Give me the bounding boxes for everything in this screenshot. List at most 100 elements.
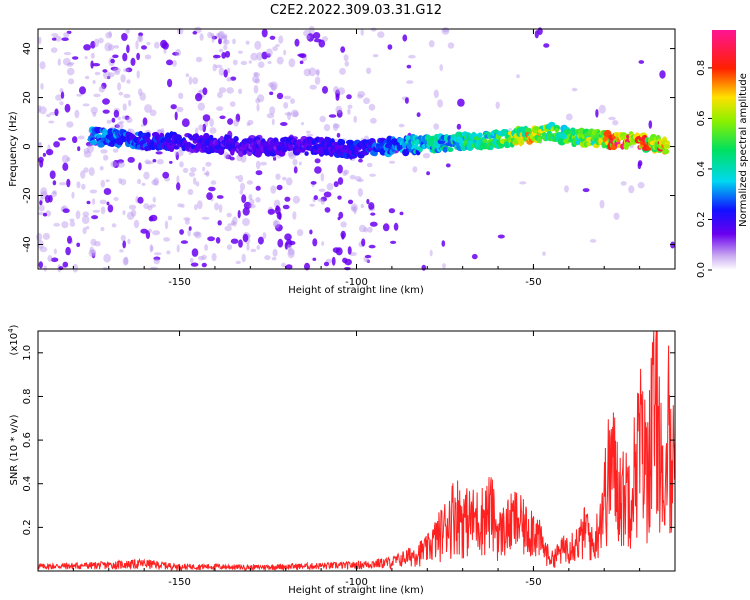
spectrogram-ridge-blob [304,151,309,157]
spectrogram-noise-blob [275,44,280,47]
spectrogram-noise-blob [90,238,97,246]
spectrogram-noise-blob [246,180,254,185]
spectrogram-noise-blob [98,37,104,44]
spectrogram-noise-blob [39,246,48,253]
spectrogram-noise-blob [457,98,465,107]
spectrogram-noise-blob [113,67,121,73]
spectrogram-noise-blob [156,159,164,165]
spectrogram-noise-blob [100,149,108,154]
spectrogram-noise-blob [223,69,228,78]
spectrogram-noise-blob [177,150,184,157]
spectrogram-noise-blob [62,261,69,268]
y-tick-label: 20 [22,91,33,104]
spectrogram-noise-blob [439,64,444,72]
snr-y-axis-label: SNR (10 * v/v) [9,414,20,485]
spectrogram-noise-blob [188,76,193,85]
spectrogram-noise-blob [66,121,74,128]
y-tick-label: -20 [22,187,33,203]
spectrogram-noise-blob [249,198,255,205]
spectrogram-noise-blob [135,40,139,50]
spectrogram-noise-blob [143,171,150,180]
spectrogram-noise-blob [275,224,283,232]
spectrogram-noise-blob [160,128,165,134]
spectrogram-noise-blob [52,180,57,186]
spectrogram-noise-blob [130,209,137,217]
spectrogram-noise-blob [319,115,326,123]
spectrogram-noise-blob [143,203,150,210]
spectrogram-noise-blob [39,160,44,168]
spectrogram-noise-blob [357,188,363,197]
spectrogram-noise-blob [206,192,213,201]
spectrogram-noise-blob [61,221,69,229]
spectrogram-noise-blob [288,248,295,256]
spectrogram-noise-blob [224,35,228,44]
spectrogram-noise-blob [138,32,144,37]
spectrogram-noise-blob [366,259,370,264]
spectrogram-noise-blob [320,199,325,205]
spectrogram-noise-blob [98,85,105,93]
spectrogram-noise-blob [456,123,462,130]
spectrogram-noise-blob [312,32,321,39]
spectrogram-noise-blob [202,87,208,96]
spectrogram-noise-blob [176,244,180,253]
spectrogram-noise-blob [253,72,258,77]
spectrogram-noise-blob [194,231,202,239]
spectrogram-noise-blob [45,148,54,156]
spectrogram-noise-blob [122,115,126,120]
spectrogram-noise-blob [111,117,116,123]
spectrogram-noise-blob [182,167,189,173]
spectrogram-noise-blob [149,109,157,117]
spectrogram-noise-blob [314,166,322,174]
spectrogram-x-axis-label: Height of straight line (km) [288,285,424,296]
spectrogram-noise-blob [128,99,132,107]
spectrogram-noise-blob [118,177,122,184]
spectrogram-noise-blob [124,115,130,121]
spectrogram-noise-blob [174,151,178,156]
spectrogram-noise-blob [122,240,126,249]
spectrogram-ridge-blob [217,147,225,155]
spectrogram-noise-blob [256,52,263,61]
spectrogram-noise-blob [333,181,339,188]
spectrogram-noise-blob [398,123,405,128]
spectrogram-noise-blob [445,163,451,168]
spectrogram-noise-blob [235,113,241,123]
spectrogram-noise-blob [213,54,221,59]
spectrogram-marks [36,25,675,273]
spectrogram-noise-blob [122,257,129,266]
spectrogram-noise-blob [281,176,287,181]
spectrogram-noise-blob [83,151,92,158]
colorbar-tick-label: 0.2 [696,212,707,228]
spectrogram-noise-blob [294,38,300,47]
spectrogram-noise-blob [176,175,180,184]
colorbar-ticks: 0.0 0.2 0.4 0.6 0.8 [696,60,712,278]
spectrogram-noise-blob [497,234,505,239]
spectrogram-noise-blob [242,233,249,243]
spectrogram-noise-blob [142,117,148,126]
spectrogram-noise-blob [323,261,330,267]
spectrogram-noise-blob [72,263,79,273]
spectrogram-noise-blob [187,229,191,237]
spectrogram-noise-blob [120,234,126,242]
spectrogram-noise-blob [72,56,79,60]
spectrogram-noise-blob [153,258,160,265]
spectrogram-noise-blob [94,71,101,76]
spectrogram-noise-blob [122,103,127,111]
spectrogram-noise-blob [248,60,252,64]
spectrogram-noise-blob [106,75,111,80]
spectrogram-noise-blob [300,122,305,126]
spectrogram-noise-blob [179,161,184,168]
spectrogram-noise-blob [246,122,251,127]
spectrogram-noise-blob [412,166,418,173]
spectrogram-noise-blob [76,242,81,247]
spectrogram-noise-blob [195,127,199,135]
spectrogram-noise-blob [63,32,70,38]
spectrogram-noise-blob [598,104,606,114]
spectrogram-noise-blob [123,93,131,99]
spectrogram-noise-blob [53,222,61,227]
spectrogram-noise-blob [337,87,346,95]
spectrogram-noise-blob [232,221,237,227]
spectrogram-ridge-blob [482,138,488,143]
spectrogram-noise-blob [102,69,108,73]
spectrogram-noise-blob [283,102,289,109]
